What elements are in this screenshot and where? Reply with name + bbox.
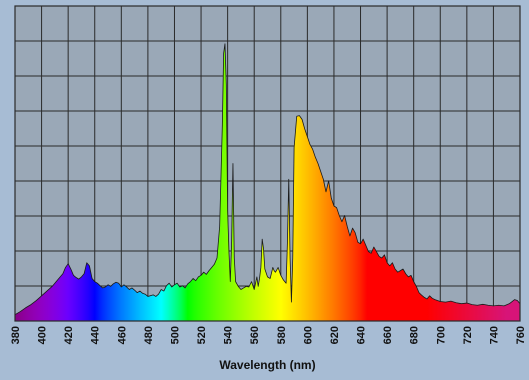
x-tick-label: 700 — [435, 326, 447, 344]
x-tick-label: 380 — [10, 326, 22, 344]
x-tick-label: 540 — [223, 326, 235, 344]
x-tick-label: 520 — [196, 326, 208, 344]
x-tick-label: 660 — [382, 326, 394, 344]
x-tick-label: 720 — [462, 326, 474, 344]
x-tick-label: 460 — [116, 326, 128, 344]
x-tick-label: 500 — [169, 326, 181, 344]
x-tick-label: 680 — [409, 326, 421, 344]
plot-border — [14, 5, 521, 322]
x-tick-label: 620 — [329, 326, 341, 344]
x-tick-label: 480 — [143, 326, 155, 344]
x-axis-label: Wavelength (nm) — [219, 358, 315, 372]
x-tick-label: 420 — [63, 326, 75, 344]
x-tick-label: 600 — [302, 326, 314, 344]
series-area — [14, 43, 521, 322]
x-tick-label: 760 — [515, 326, 527, 344]
x-tick-label: 440 — [90, 326, 102, 344]
x-tick-labels: 380 400 420 440 460 480 500 520 540 560 580 600 620 6… — [10, 326, 527, 344]
plot-frame — [14, 5, 521, 322]
x-tick-label: 580 — [276, 326, 288, 344]
x-tick-label: 640 — [356, 326, 368, 344]
x-tick-label: 560 — [249, 326, 261, 344]
x-tick-label: 740 — [488, 326, 500, 344]
x-tick-label: 400 — [37, 326, 49, 344]
plot-background — [15, 6, 520, 321]
